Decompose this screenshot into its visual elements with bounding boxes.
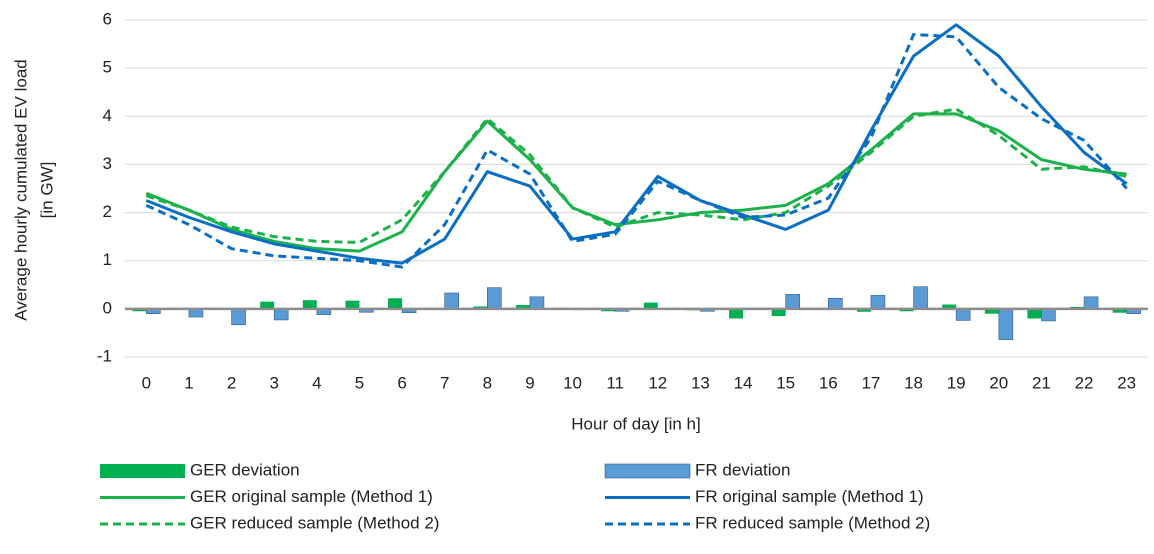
bar bbox=[529, 296, 545, 310]
x-tick-label: 21 bbox=[1032, 373, 1051, 392]
bar bbox=[1027, 308, 1042, 319]
y-axis-title: [in GW] bbox=[37, 162, 56, 219]
x-tick-label: 22 bbox=[1075, 373, 1094, 392]
line bbox=[145, 107, 1128, 244]
bar bbox=[828, 297, 843, 310]
y-tick-label: 2 bbox=[103, 202, 112, 221]
bar bbox=[388, 298, 403, 309]
line bbox=[145, 23, 1128, 265]
bar bbox=[1041, 308, 1056, 322]
y-tick-label: 6 bbox=[103, 9, 112, 28]
x-tick-label: 1 bbox=[184, 373, 193, 392]
line bbox=[145, 112, 1127, 253]
y-tick-label: -1 bbox=[97, 346, 112, 365]
bar bbox=[870, 295, 886, 310]
x-tick-label: 14 bbox=[734, 373, 753, 392]
x-tick-label: 8 bbox=[483, 373, 492, 392]
bar bbox=[643, 302, 658, 309]
x-tick-label: 15 bbox=[776, 373, 795, 392]
x-tick-label: 9 bbox=[525, 373, 534, 392]
legend-label: GER deviation bbox=[190, 460, 300, 479]
bar bbox=[1083, 296, 1099, 310]
line bbox=[145, 32, 1128, 269]
y-tick-label: 1 bbox=[103, 250, 112, 269]
x-tick-label: 5 bbox=[355, 373, 364, 392]
x-tick-label: 20 bbox=[989, 373, 1008, 392]
bar bbox=[771, 308, 786, 317]
bar bbox=[955, 308, 971, 321]
bar bbox=[1112, 308, 1127, 313]
bar bbox=[487, 287, 502, 310]
legend-swatch bbox=[100, 464, 185, 478]
bar bbox=[231, 308, 246, 326]
bar bbox=[998, 308, 1014, 340]
legend-label: GER reduced sample (Method 2) bbox=[190, 513, 439, 532]
x-tick-label: 19 bbox=[947, 373, 966, 392]
y-axis-title: Average hourly cumulated EV load bbox=[11, 59, 30, 320]
bar bbox=[345, 300, 360, 309]
x-tick-label: 11 bbox=[606, 373, 624, 392]
x-tick-label: 16 bbox=[819, 373, 838, 392]
bar bbox=[302, 300, 317, 309]
bar bbox=[785, 294, 800, 310]
bar bbox=[273, 308, 289, 321]
x-tick-label: 7 bbox=[440, 373, 449, 392]
x-tick-label: 4 bbox=[312, 373, 321, 392]
bar bbox=[260, 301, 275, 309]
x-tick-label: 12 bbox=[648, 373, 667, 392]
x-axis-title: Hour of day [in h] bbox=[571, 414, 700, 433]
y-tick-label: 5 bbox=[103, 58, 112, 77]
bar bbox=[856, 308, 871, 312]
bar bbox=[515, 305, 530, 309]
x-tick-label: 0 bbox=[142, 373, 151, 392]
y-tick-label: 3 bbox=[103, 154, 112, 173]
bar bbox=[444, 292, 459, 310]
x-tick-label: 13 bbox=[691, 373, 710, 392]
legend-label: FR deviation bbox=[695, 460, 790, 479]
x-tick-label: 3 bbox=[269, 373, 278, 392]
bar bbox=[729, 308, 744, 319]
bar bbox=[984, 308, 999, 314]
legend-label: FR reduced sample (Method 2) bbox=[695, 513, 930, 532]
y-tick-label: 0 bbox=[103, 298, 112, 317]
bar bbox=[913, 286, 928, 310]
x-tick-label: 2 bbox=[227, 373, 236, 392]
x-tick-label: 18 bbox=[904, 373, 923, 392]
x-tick-label: 17 bbox=[861, 373, 880, 392]
bar bbox=[942, 304, 957, 309]
y-tick-label: 4 bbox=[103, 106, 112, 125]
legend-label: FR original sample (Method 1) bbox=[695, 487, 924, 506]
x-tick-label: 6 bbox=[397, 373, 406, 392]
x-tick-label: 23 bbox=[1117, 373, 1136, 392]
x-tick-label: 10 bbox=[563, 373, 582, 392]
legend-swatch bbox=[604, 463, 691, 479]
legend-label: GER original sample (Method 1) bbox=[190, 487, 433, 506]
